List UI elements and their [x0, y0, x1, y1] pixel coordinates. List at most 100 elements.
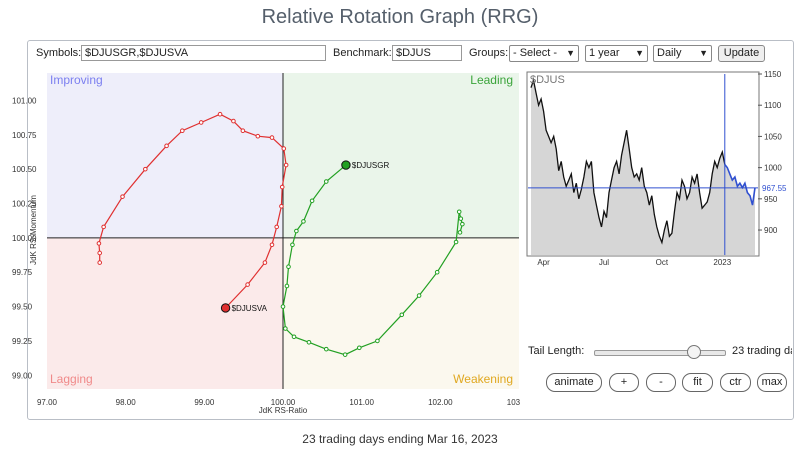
- tail-point: [279, 184, 285, 190]
- tail-point: [279, 203, 284, 209]
- y-tick-label: 100.25: [12, 200, 37, 209]
- series-label: $DJUSGR: [352, 161, 390, 170]
- y-tick-label: 99.00: [12, 371, 33, 380]
- symbols-label: Symbols:: [36, 47, 82, 59]
- minus-button[interactable]: -: [646, 373, 676, 392]
- tail-point: [143, 166, 148, 172]
- tail-point: [399, 312, 405, 318]
- y-tick-label: 100.00: [12, 234, 37, 243]
- tail-point: [290, 242, 295, 248]
- price-chart-title: $DJUS: [530, 74, 565, 86]
- tail-point: [180, 128, 185, 134]
- tail-point: [269, 135, 275, 140]
- tail-point: [301, 219, 306, 224]
- tail-point: [274, 224, 280, 230]
- x-tick-label: 100.00: [271, 398, 296, 407]
- y-tick-label: 100.75: [12, 131, 37, 140]
- update-button[interactable]: Update: [718, 45, 765, 62]
- y-axis-label: JdK RS-Momentum: [29, 195, 38, 265]
- tail-point: [245, 282, 250, 287]
- chevron-down-icon: ▼: [699, 48, 708, 58]
- series-label: $DJUSVA: [232, 304, 268, 313]
- tail-point: [198, 120, 204, 125]
- plus-button[interactable]: +: [609, 373, 639, 392]
- symbols-input[interactable]: $DJUSGR,$DJUSVA: [81, 45, 326, 61]
- y-tick-label: 101.00: [12, 96, 37, 105]
- price-y-tick-label: 950: [764, 195, 778, 204]
- tail-point: [97, 250, 103, 256]
- groups-label: Groups:: [469, 47, 509, 59]
- tail-point: [269, 242, 275, 248]
- x-tick-label: 98.00: [116, 398, 137, 407]
- x-tick-label: 103.00: [507, 398, 520, 407]
- tail-point: [309, 198, 315, 204]
- tail-point: [283, 326, 288, 331]
- tail-length-slider-handle[interactable]: [687, 345, 701, 359]
- x-tick-label: 101.00: [349, 398, 374, 407]
- tail-point: [281, 146, 287, 151]
- price-x-tick-label: Jul: [599, 258, 609, 267]
- y-tick-label: 99.25: [12, 337, 33, 346]
- x-tick-label: 99.00: [194, 398, 215, 407]
- quadrant-lagging: [47, 237, 283, 389]
- frequency-select-value: Daily: [657, 47, 682, 59]
- tail-point: [262, 260, 268, 265]
- y-tick-label: 99.50: [12, 303, 33, 312]
- fit-button[interactable]: fit: [682, 373, 713, 392]
- max-button[interactable]: max: [757, 373, 787, 392]
- rrg-chart: 97.00 98.00 99.00 100.00 101.00 102.00 103.00 9…: [12, 73, 520, 415]
- tail-point: [164, 143, 169, 149]
- price-y-tick-label: 1100: [764, 101, 782, 110]
- period-select-value: 1 year: [589, 47, 620, 59]
- tail-point: [291, 334, 297, 340]
- quadrant-label-weakening: Weakening: [453, 372, 513, 386]
- tail-point: [375, 338, 380, 344]
- footer-caption: 23 trading days ending Mar 16, 2023: [302, 432, 498, 446]
- ctr-button[interactable]: ctr: [720, 373, 751, 392]
- y-tick-label: 99.75: [12, 268, 33, 277]
- benchmark-input[interactable]: $DJUS: [392, 45, 462, 61]
- tail-point: [97, 260, 103, 265]
- tail-point: [416, 293, 422, 298]
- tail-point: [323, 346, 329, 352]
- price-area: [531, 80, 755, 255]
- price-y-tick-label: 900: [764, 226, 778, 235]
- x-axis-label: JdK RS-Ratio: [259, 406, 308, 415]
- tail-point: [457, 230, 463, 235]
- benchmark-price-chart: 900 950 1000 1050 1100 1150 967.55 Apr Jul Oct 202…: [526, 70, 787, 267]
- tail-head-point[interactable]: [341, 160, 351, 170]
- tail-point: [453, 239, 459, 245]
- frequency-select[interactable]: Daily ▼: [653, 45, 712, 62]
- price-x-tick-label: Apr: [537, 258, 550, 267]
- price-line: [530, 77, 726, 245]
- tail-point: [240, 128, 246, 134]
- x-tick-label: 97.00: [37, 398, 58, 407]
- groups-select-value: - Select -: [513, 47, 558, 59]
- tail-point: [357, 345, 362, 351]
- tail-head-point[interactable]: [220, 303, 231, 313]
- tail-point: [286, 264, 291, 270]
- price-y-tick-label: 1150: [764, 70, 782, 79]
- page-title: Relative Rotation Graph (RRG): [261, 6, 539, 28]
- tail-point: [96, 241, 102, 246]
- tail-point: [342, 352, 348, 357]
- price-x-tick-label: Oct: [656, 258, 669, 267]
- tail-point: [120, 194, 125, 199]
- quadrant-improving: [47, 73, 283, 238]
- tail-point: [283, 162, 289, 168]
- price-line-recent: [724, 163, 756, 206]
- tail-length-slider[interactable]: [594, 350, 726, 356]
- tail-point: [101, 224, 106, 230]
- tail-point: [255, 133, 261, 139]
- animate-button[interactable]: animate: [546, 373, 602, 392]
- current-value-label: 967.55: [762, 184, 787, 193]
- tail-point: [323, 179, 329, 184]
- tail-point: [456, 209, 462, 215]
- price-x-tick-label: 2023: [713, 258, 731, 267]
- tail-point: [231, 118, 236, 124]
- quadrant-label-improving: Improving: [50, 73, 103, 87]
- groups-select[interactable]: - Select - ▼: [509, 45, 579, 62]
- chevron-down-icon: ▼: [566, 48, 575, 58]
- period-select[interactable]: 1 year ▼: [585, 45, 648, 62]
- price-y-tick-label: 1000: [764, 164, 782, 173]
